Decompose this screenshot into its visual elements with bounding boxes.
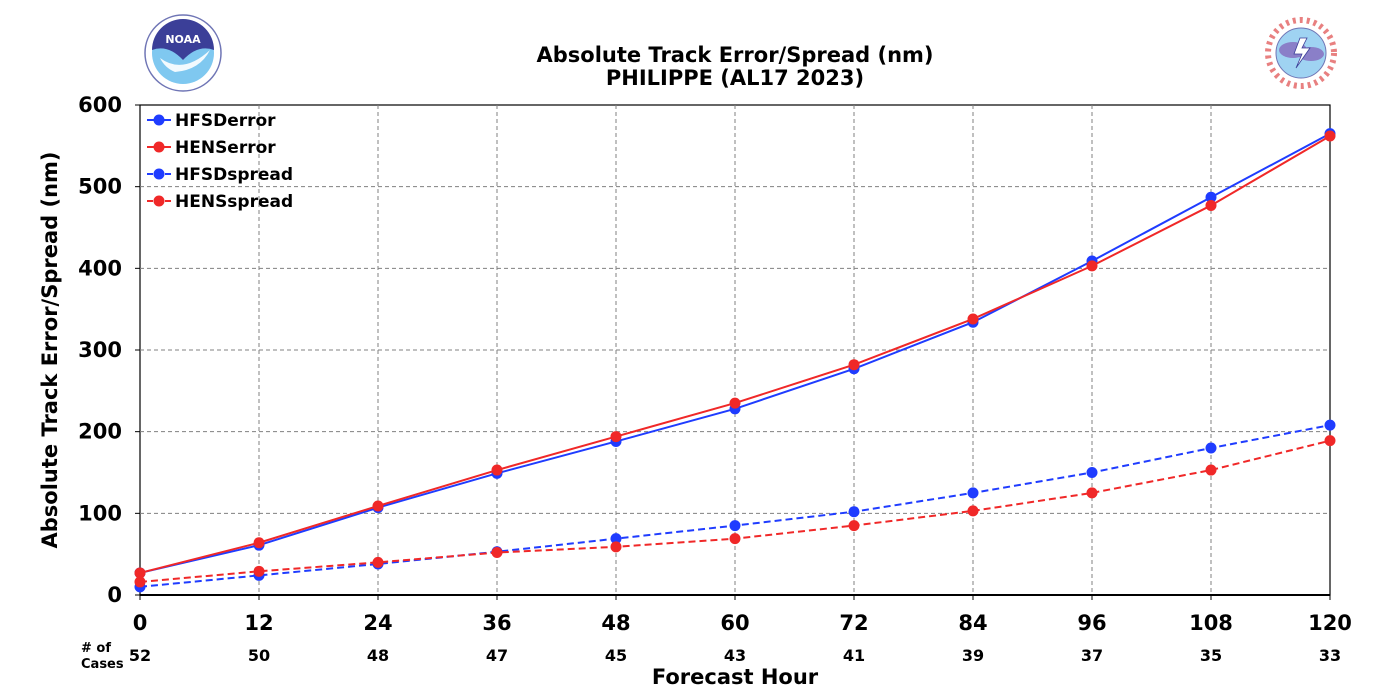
data-point (372, 556, 384, 568)
data-point (729, 533, 741, 545)
cases-value: 41 (843, 646, 865, 665)
noaa-logo-text: NOAA (165, 33, 201, 46)
chart-title: Absolute Track Error/Spread (nm) (536, 43, 933, 67)
y-axis-ticks: 0 100 200 300 400 500 600 (78, 93, 140, 607)
cases-value: 39 (962, 646, 984, 665)
x-tick-label: 12 (244, 611, 273, 635)
legend-label: HFSDspread (175, 165, 293, 185)
legend: HFSDerror HENSerror HFSDspread HENSspread (147, 111, 293, 212)
cases-value: 35 (1200, 646, 1222, 665)
data-point (1205, 464, 1217, 476)
data-point (253, 565, 265, 577)
x-tick-label: 24 (363, 611, 392, 635)
legend-item: HFSDspread (147, 165, 293, 185)
cases-value: 52 (129, 646, 151, 665)
cases-value: 48 (367, 646, 389, 665)
data-point (372, 500, 384, 512)
data-point (1205, 199, 1217, 211)
cases-value: 33 (1319, 646, 1341, 665)
series-layer (134, 128, 1336, 593)
legend-item: HFSDerror (147, 111, 276, 131)
x-tick-label: 36 (482, 611, 511, 635)
cases-header-line2: Cases (81, 657, 124, 672)
x-tick-label: 0 (133, 611, 148, 635)
legend-label: HENSspread (175, 192, 293, 212)
x-tick-label: 48 (601, 611, 630, 635)
y-tick-label: 100 (78, 501, 122, 525)
chart-subtitle: PHILIPPE (AL17 2023) (606, 66, 864, 90)
legend-item: HENSspread (147, 192, 293, 212)
x-tick-label: 60 (720, 611, 749, 635)
data-point (1086, 487, 1098, 499)
data-point (134, 576, 146, 588)
y-axis-label: Absolute Track Error/Spread (nm) (38, 151, 62, 548)
cases-value: 45 (605, 646, 627, 665)
data-point (253, 537, 265, 549)
y-tick-label: 400 (78, 256, 122, 280)
data-point (1205, 442, 1217, 454)
legend-item: HENSerror (147, 138, 276, 158)
data-point (729, 520, 741, 532)
data-point (967, 487, 979, 499)
cases-value: 37 (1081, 646, 1103, 665)
legend-swatch-marker (153, 168, 165, 180)
legend-label: HENSerror (175, 138, 276, 158)
x-axis-ticks: 0 12 24 36 48 60 72 84 96 108 120 (133, 595, 1352, 635)
data-point (1324, 419, 1336, 431)
cases-value: 50 (248, 646, 270, 665)
x-tick-label: 120 (1308, 611, 1352, 635)
data-point (610, 541, 622, 553)
y-tick-label: 0 (107, 583, 122, 607)
cases-row: 52 50 48 47 45 43 41 39 37 35 33 (129, 646, 1341, 665)
legend-label: HFSDerror (175, 111, 276, 131)
legend-swatch-marker (153, 114, 165, 126)
series-HFSDspread (134, 419, 1336, 593)
y-tick-label: 300 (78, 338, 122, 362)
data-point (134, 567, 146, 579)
data-point (967, 505, 979, 517)
x-axis-label: Forecast Hour (652, 665, 819, 689)
cases-value: 43 (724, 646, 746, 665)
y-tick-label: 200 (78, 420, 122, 444)
data-point (1205, 191, 1217, 203)
data-point (610, 533, 622, 545)
data-point (610, 431, 622, 443)
series-HENSspread (134, 435, 1336, 588)
data-point (729, 397, 741, 409)
cases-value: 47 (486, 646, 508, 665)
data-point (1324, 130, 1336, 142)
data-point (1086, 260, 1098, 272)
series-HENSerror (134, 130, 1336, 579)
data-point (967, 313, 979, 325)
data-point (848, 506, 860, 518)
data-point (848, 520, 860, 532)
x-tick-label: 72 (839, 611, 868, 635)
data-point (1086, 467, 1098, 478)
cases-header-line1: # of (81, 641, 111, 656)
nws-logo-icon (1264, 16, 1338, 90)
x-tick-label: 108 (1189, 611, 1233, 635)
data-point (491, 547, 503, 559)
data-point (848, 359, 860, 371)
y-tick-label: 500 (78, 175, 122, 199)
legend-swatch-marker (153, 195, 165, 207)
data-point (1324, 435, 1336, 447)
noaa-logo-icon: NOAA (144, 14, 222, 92)
y-tick-label: 600 (78, 93, 122, 117)
legend-swatch-marker (153, 141, 165, 153)
data-point (491, 464, 503, 476)
x-tick-label: 84 (958, 611, 987, 635)
x-tick-label: 96 (1077, 611, 1106, 635)
